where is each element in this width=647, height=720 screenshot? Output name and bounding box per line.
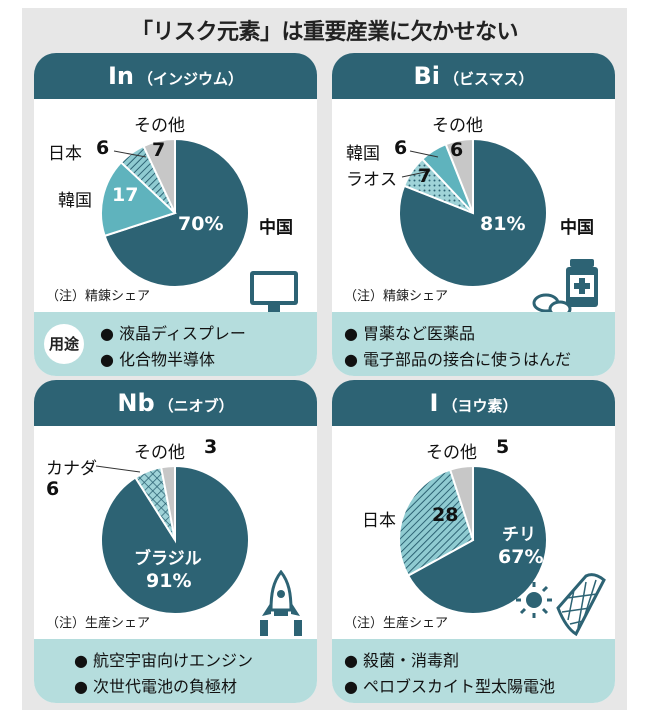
value-japan: 6 — [96, 137, 110, 159]
element-name: （ニオブ） — [158, 397, 234, 415]
pie-slice-other — [444, 137, 474, 214]
usage-section: 用途 ● 液晶ディスプレー ● 化合物半導体 — [34, 312, 317, 376]
value-chile: 67% — [498, 546, 544, 568]
leader-line — [409, 150, 439, 158]
usage-section: ● 航空宇宙向けエンジン ● 次世代電池の負極材 — [34, 639, 317, 703]
usage-item: ● 殺菌・消毒剤 — [344, 651, 460, 670]
value-brazil: 91% — [146, 570, 192, 592]
usage-section: ● 殺菌・消毒剤 ● ペロブスカイト型太陽電池 — [332, 639, 615, 703]
pie-slice-japan — [398, 468, 475, 578]
label-japan: 日本 — [362, 511, 396, 531]
usage-item: ● ペロブスカイト型太陽電池 — [344, 677, 556, 696]
usage-item: ● 次世代電池の負極材 — [74, 677, 238, 696]
label-korea: 韓国 — [58, 191, 92, 211]
value-laos: 7 — [418, 165, 432, 187]
usage-item: ● 電子部品の接合に使うはんだ — [344, 350, 572, 369]
solar-panel-icon — [516, 573, 606, 637]
panel-header: Nb （ニオブ） — [34, 380, 317, 426]
value-korea: 6 — [394, 137, 408, 159]
pie-chart-indium — [100, 137, 250, 288]
pie-slice-china — [398, 137, 548, 288]
element-symbol: I — [429, 389, 439, 417]
label-china: 中国 — [560, 218, 594, 238]
label-laos: ラオス — [346, 170, 397, 190]
usage-item: ● 胃薬など医薬品 — [344, 324, 476, 343]
value-china: 70% — [178, 213, 224, 235]
panel-header: I （ヨウ素） — [332, 380, 615, 426]
pie-slice-chile — [406, 464, 548, 615]
usage-section: ● 胃薬など医薬品 ● 電子部品の接合に使うはんだ — [332, 312, 615, 376]
panel-niobium: Nb （ニオブ） ブラジル 91% カナダ 6 その他 3 （注）生産シェア ● … — [34, 380, 317, 703]
leader-line — [113, 150, 147, 158]
usage-item: ● 航空宇宙向けエンジン — [74, 651, 254, 670]
label-other: その他 — [426, 443, 477, 463]
pie-chart-niobium — [95, 464, 250, 615]
value-other: 7 — [152, 139, 166, 161]
footnote: （注）精錬シェア — [344, 289, 449, 304]
label-brazil: ブラジル — [134, 549, 202, 569]
panel-bismuth: Bi （ビスマス） 中国 81% 韓国 6 ラオス 7 その他 6 （注）精錬シェ… — [332, 53, 615, 376]
pie-chart-bismuth — [398, 137, 548, 288]
label-canada: カナダ — [46, 459, 97, 479]
element-name: （インジウム） — [138, 70, 244, 88]
footnote: （注）精錬シェア — [46, 289, 151, 304]
panel-indium: In （インジウム） 中国 70% 韓国 17 日本 6 その他 7 （注）精錬シ… — [34, 53, 317, 376]
element-name: （ビスマス） — [443, 70, 534, 88]
value-korea: 17 — [112, 184, 139, 206]
panel-header: In （インジウム） — [34, 53, 317, 99]
leader-line — [95, 465, 141, 473]
pie-slice-other — [142, 137, 176, 214]
element-symbol: Nb — [117, 389, 155, 417]
medicine-bottle-icon — [532, 259, 598, 318]
value-china: 81% — [480, 213, 526, 235]
usage-item: ● 液晶ディスプレー — [100, 324, 246, 343]
value-other: 6 — [450, 139, 464, 161]
value-other: 3 — [204, 436, 218, 458]
label-china: 中国 — [259, 218, 293, 238]
leader-line — [401, 170, 431, 178]
label-japan: 日本 — [48, 144, 82, 164]
label-other: その他 — [134, 116, 185, 136]
infographic-frame: 「リスク元素」は重要産業に欠かせない In （インジウム） 中国 70% 韓国 1… — [22, 8, 627, 710]
pie-chart-iodine — [398, 464, 548, 615]
rocket-icon — [260, 570, 302, 636]
footnote: （注）生産シェア — [344, 616, 449, 631]
usage-badge: 用途 — [44, 324, 84, 364]
label-korea: 韓国 — [346, 144, 380, 164]
element-symbol: Bi — [413, 62, 440, 90]
label-other: その他 — [432, 116, 483, 136]
main-title: 「リスク元素」は重要産業に欠かせない — [130, 20, 519, 45]
element-symbol: In — [107, 62, 134, 90]
panel-iodine: I （ヨウ素） チリ 67% 日本 28 その他 5 （注）生産シェア ● 殺菌・… — [332, 380, 615, 703]
usage-item: ● 化合物半導体 — [100, 350, 216, 369]
element-name: （ヨウ素） — [442, 397, 518, 415]
panel-header: Bi （ビスマス） — [332, 53, 615, 99]
pie-slice-other — [448, 464, 474, 541]
value-japan: 28 — [432, 504, 459, 526]
value-canada: 6 — [46, 478, 60, 500]
pie-slice-china — [103, 137, 250, 288]
label-other: その他 — [134, 443, 185, 463]
footnote: （注）生産シェア — [46, 616, 151, 631]
pie-slice-other — [159, 464, 176, 541]
label-chile: チリ — [502, 525, 536, 545]
value-other: 5 — [496, 436, 510, 458]
pie-slice-korea — [100, 160, 177, 238]
